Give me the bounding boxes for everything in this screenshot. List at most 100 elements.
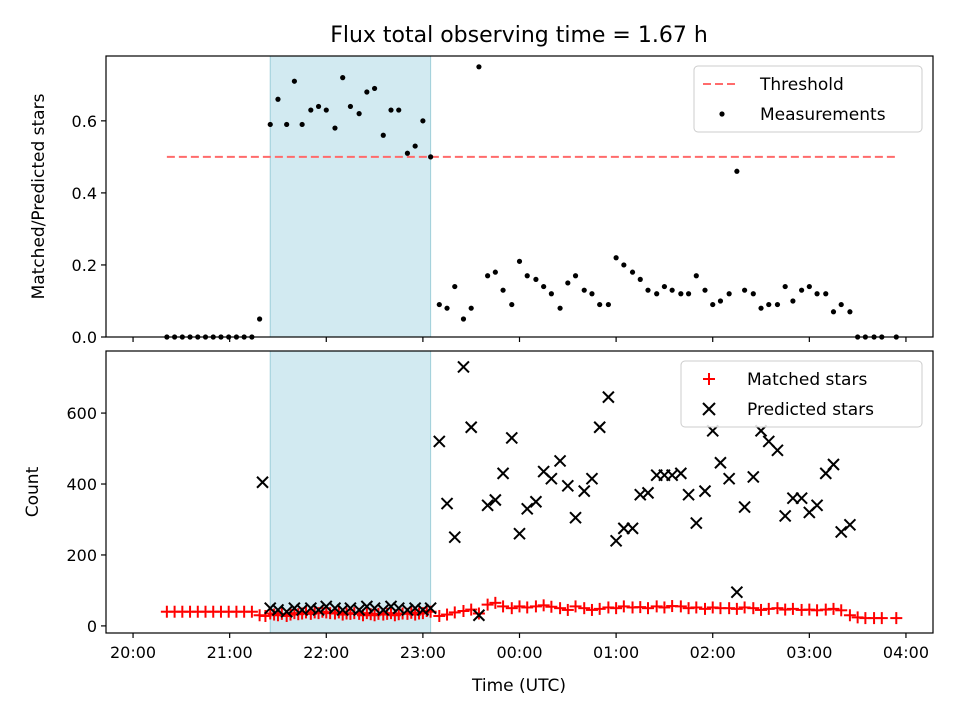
predicted-star-point bbox=[513, 527, 526, 540]
predicted-star-point-b bbox=[682, 488, 695, 501]
measurement-point bbox=[436, 301, 442, 308]
measurement-point bbox=[790, 298, 796, 304]
predicted-star-point-b bbox=[714, 456, 727, 469]
y-axis-label: Count bbox=[23, 466, 43, 517]
predicted-star-point bbox=[464, 421, 478, 434]
predicted-star-point bbox=[448, 531, 461, 544]
predicted-star-point-b bbox=[545, 472, 558, 485]
measurement-point bbox=[621, 262, 627, 268]
measurement-point bbox=[509, 301, 515, 308]
predicted-star-point-b bbox=[433, 435, 446, 448]
predicted-star-point bbox=[256, 476, 269, 489]
predicted-star-point bbox=[481, 499, 494, 512]
predicted-star-point-b bbox=[835, 525, 848, 539]
predicted-star-point-b bbox=[424, 601, 437, 615]
measurement-point bbox=[661, 283, 668, 290]
measurement-point bbox=[492, 269, 498, 275]
predicted-star-point bbox=[747, 470, 760, 484]
measurement-point bbox=[315, 103, 322, 110]
measurement-point bbox=[565, 280, 571, 286]
measurement-point bbox=[323, 107, 329, 113]
predicted-star-point bbox=[472, 609, 486, 622]
measurement-point bbox=[702, 287, 708, 293]
matched-star-point bbox=[585, 603, 598, 616]
measurement-point bbox=[645, 287, 651, 293]
measurement-point bbox=[468, 305, 474, 311]
measurement-point bbox=[500, 287, 506, 293]
measurement-point bbox=[396, 107, 402, 113]
legend-predicted-swatch bbox=[702, 402, 716, 416]
predicted-star-point bbox=[698, 484, 712, 498]
predicted-star-point-b bbox=[537, 465, 550, 478]
predicted-star-point-b bbox=[352, 603, 366, 617]
matched-star-point bbox=[497, 600, 510, 613]
matched-star-point bbox=[650, 600, 663, 613]
measurement-point bbox=[717, 298, 724, 304]
matched-star-point bbox=[561, 603, 574, 616]
measurement-point bbox=[267, 121, 273, 128]
legend-predicted-swatch-b bbox=[702, 402, 716, 416]
predicted-star-point bbox=[505, 431, 518, 445]
predicted-star-point bbox=[835, 525, 848, 539]
predicted-star-point-b bbox=[722, 472, 736, 485]
measurement-point bbox=[404, 150, 411, 156]
predicted-star-point bbox=[593, 421, 606, 434]
highlight-span bbox=[269, 350, 432, 634]
x-tick-label: 01:00 bbox=[593, 643, 639, 662]
matched-star-point bbox=[465, 603, 478, 616]
predicted-star-point-b bbox=[771, 444, 784, 457]
matched-star-point bbox=[610, 602, 623, 615]
predicted-star-point-b bbox=[553, 454, 567, 468]
predicted-star-point-b bbox=[336, 603, 349, 617]
predicted-star-point-b bbox=[762, 435, 775, 448]
matched-star-point bbox=[698, 602, 711, 615]
measurement-point bbox=[581, 287, 587, 293]
matched-star-point bbox=[481, 598, 494, 611]
predicted-star-point bbox=[602, 390, 615, 404]
measurement-point bbox=[452, 283, 458, 290]
matched-star-point bbox=[827, 602, 840, 615]
matched-star-point bbox=[786, 602, 799, 615]
matched-star-point bbox=[593, 602, 606, 615]
measurement-point bbox=[356, 111, 362, 117]
predicted-star-point bbox=[795, 492, 808, 505]
measurement-point bbox=[685, 291, 692, 297]
measurement-point bbox=[485, 273, 491, 279]
series-measurements bbox=[164, 64, 899, 340]
predicted-star-point-b bbox=[569, 511, 582, 524]
measurement-point bbox=[838, 301, 844, 308]
predicted-star-point-b bbox=[747, 470, 760, 484]
predicted-star-point-b bbox=[634, 488, 647, 501]
matched-star-point bbox=[457, 605, 470, 618]
matched-star-point bbox=[835, 604, 848, 617]
measurement-point bbox=[572, 273, 579, 279]
legend-label: Predicted stars bbox=[747, 400, 874, 420]
legend: Threshold Measurements bbox=[693, 65, 923, 133]
measurement-point bbox=[734, 168, 740, 174]
measurement-point bbox=[364, 89, 370, 95]
measurement-point bbox=[782, 283, 788, 290]
measurement-point bbox=[347, 103, 354, 110]
predicted-star-point-b bbox=[578, 484, 591, 498]
predicted-star-point bbox=[626, 522, 639, 535]
measurement-point bbox=[799, 287, 805, 293]
predicted-star-point-b bbox=[448, 531, 461, 544]
x-axis-label: Time (UTC) bbox=[471, 676, 566, 696]
predicted-star-point bbox=[433, 435, 446, 448]
matched-star-point bbox=[537, 599, 550, 612]
predicted-star-point-b bbox=[401, 603, 414, 617]
predicted-star-point bbox=[569, 511, 582, 524]
predicted-star-point-b bbox=[529, 495, 543, 508]
y-tick-label: 200 bbox=[66, 546, 97, 565]
measurement-point bbox=[605, 301, 611, 308]
legend: Matched stars Predicted stars bbox=[680, 360, 923, 428]
x-tick-label: 00:00 bbox=[496, 643, 542, 662]
predicted-star-point-b bbox=[472, 609, 486, 622]
predicted-star-point-b bbox=[416, 603, 430, 617]
predicted-star-point-b bbox=[778, 509, 792, 523]
predicted-star-point-b bbox=[312, 603, 325, 617]
predicted-star-point bbox=[312, 603, 325, 617]
predicted-star-point-b bbox=[489, 493, 502, 507]
predicted-star-point-b bbox=[602, 390, 615, 404]
measurement-point bbox=[637, 276, 643, 282]
